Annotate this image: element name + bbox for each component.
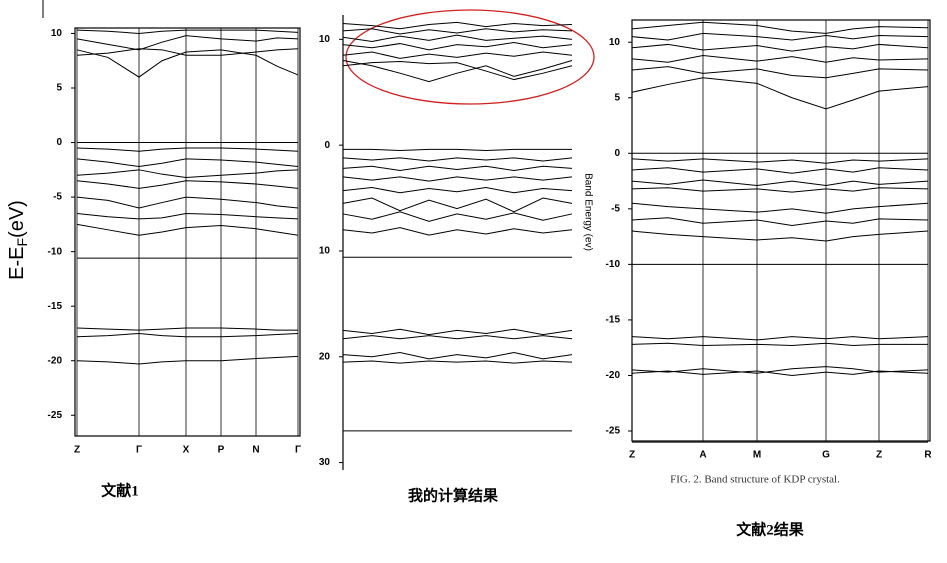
y-tick-label: -15	[606, 315, 621, 326]
band-line	[631, 43, 929, 52]
band-line	[76, 355, 299, 365]
y-axis-label: Band Energy (ev)	[582, 173, 593, 251]
band-line	[343, 148, 572, 151]
band-line	[76, 49, 299, 78]
band-line	[342, 227, 573, 236]
band-line	[342, 352, 573, 360]
band-line	[342, 328, 573, 336]
y-tick-label: -10	[606, 259, 621, 270]
band-line	[342, 360, 573, 364]
band-line	[342, 21, 573, 30]
band-line	[631, 167, 929, 174]
band-line	[342, 60, 573, 83]
y-tick-label: 0	[324, 140, 330, 151]
band-line	[631, 342, 928, 346]
band-line	[342, 165, 573, 172]
y-tick-label: 30	[319, 457, 331, 468]
x-tick-label: P	[218, 445, 225, 456]
band-line	[76, 35, 299, 51]
figure-caption: FIG. 2. Band structure of KDP crystal.	[670, 474, 840, 486]
band-line	[342, 51, 573, 59]
band-line	[631, 158, 929, 164]
band-line	[631, 187, 929, 193]
band-line	[342, 176, 573, 182]
plot-frame	[74, 27, 301, 437]
y-tick-label: -10	[48, 246, 63, 257]
y-tick-label: 5	[614, 92, 620, 103]
band-line	[342, 34, 573, 42]
caption: 文献1	[101, 481, 139, 499]
x-tick-label: Z	[74, 445, 80, 456]
band-line	[76, 48, 299, 56]
x-tick-label: G	[822, 450, 830, 461]
band-line	[631, 370, 929, 376]
band-line	[631, 77, 929, 110]
y-tick-label: -20	[606, 370, 621, 381]
band-line	[76, 158, 299, 168]
band-line	[342, 28, 573, 35]
y-tick-label: -15	[48, 301, 63, 312]
x-tick-label: Γ	[136, 445, 142, 456]
band-line	[631, 202, 929, 214]
band-line	[631, 230, 929, 242]
x-tick-label: N	[252, 445, 259, 456]
band-line	[342, 61, 573, 81]
y-tick-label: 10	[319, 246, 331, 257]
y-tick-label: 10	[319, 34, 331, 45]
band-line	[76, 196, 299, 209]
y-tick-label: 0	[56, 137, 62, 148]
band-line	[631, 217, 929, 227]
x-tick-label: Γ	[295, 445, 301, 456]
band-line	[342, 335, 573, 340]
band-line	[631, 32, 929, 41]
y-axis-label-subscript: F	[14, 238, 30, 247]
y-tick-label: -25	[606, 426, 621, 437]
band-line	[631, 336, 929, 341]
band-line	[76, 327, 298, 331]
band-line	[631, 55, 929, 63]
y-axis-label-unit: (eV)	[6, 200, 28, 238]
band-line	[76, 212, 299, 220]
x-tick-label: R	[924, 450, 932, 461]
band-line	[76, 147, 299, 152]
band-line	[76, 180, 299, 189]
band-line	[342, 157, 573, 162]
band-line	[76, 29, 299, 34]
caption: 我的计算结果	[408, 486, 499, 504]
y-axis-label: E-EF(eV)	[6, 200, 29, 280]
band-line	[631, 179, 929, 187]
highlight-ellipse	[345, 9, 595, 105]
band-line	[342, 42, 573, 51]
y-tick-label: 5	[56, 83, 62, 94]
x-tick-label: X	[183, 445, 190, 456]
x-tick-label: Z	[876, 450, 882, 461]
band-line	[631, 21, 929, 34]
y-tick-label: 10	[51, 28, 63, 39]
band-line	[76, 332, 299, 338]
caption: 文献2结果	[736, 520, 805, 538]
band-line	[631, 66, 929, 79]
x-tick-label: M	[753, 450, 761, 461]
x-tick-label: Z	[629, 450, 635, 461]
y-tick-label: -20	[48, 355, 63, 366]
band-line	[631, 366, 929, 374]
band-line	[342, 197, 573, 213]
y-tick-label: -25	[48, 410, 63, 421]
band-line	[76, 169, 299, 178]
band-line	[342, 211, 573, 222]
y-tick-label: 20	[319, 351, 331, 362]
y-tick-label: 0	[614, 148, 620, 159]
band-line	[342, 186, 573, 194]
y-tick-label: -5	[53, 192, 62, 203]
x-tick-label: A	[699, 450, 706, 461]
y-tick-label: -5	[611, 203, 620, 214]
y-tick-label: 10	[609, 37, 621, 48]
band-line	[76, 223, 299, 236]
y-axis-label-main: E-E	[6, 247, 28, 280]
